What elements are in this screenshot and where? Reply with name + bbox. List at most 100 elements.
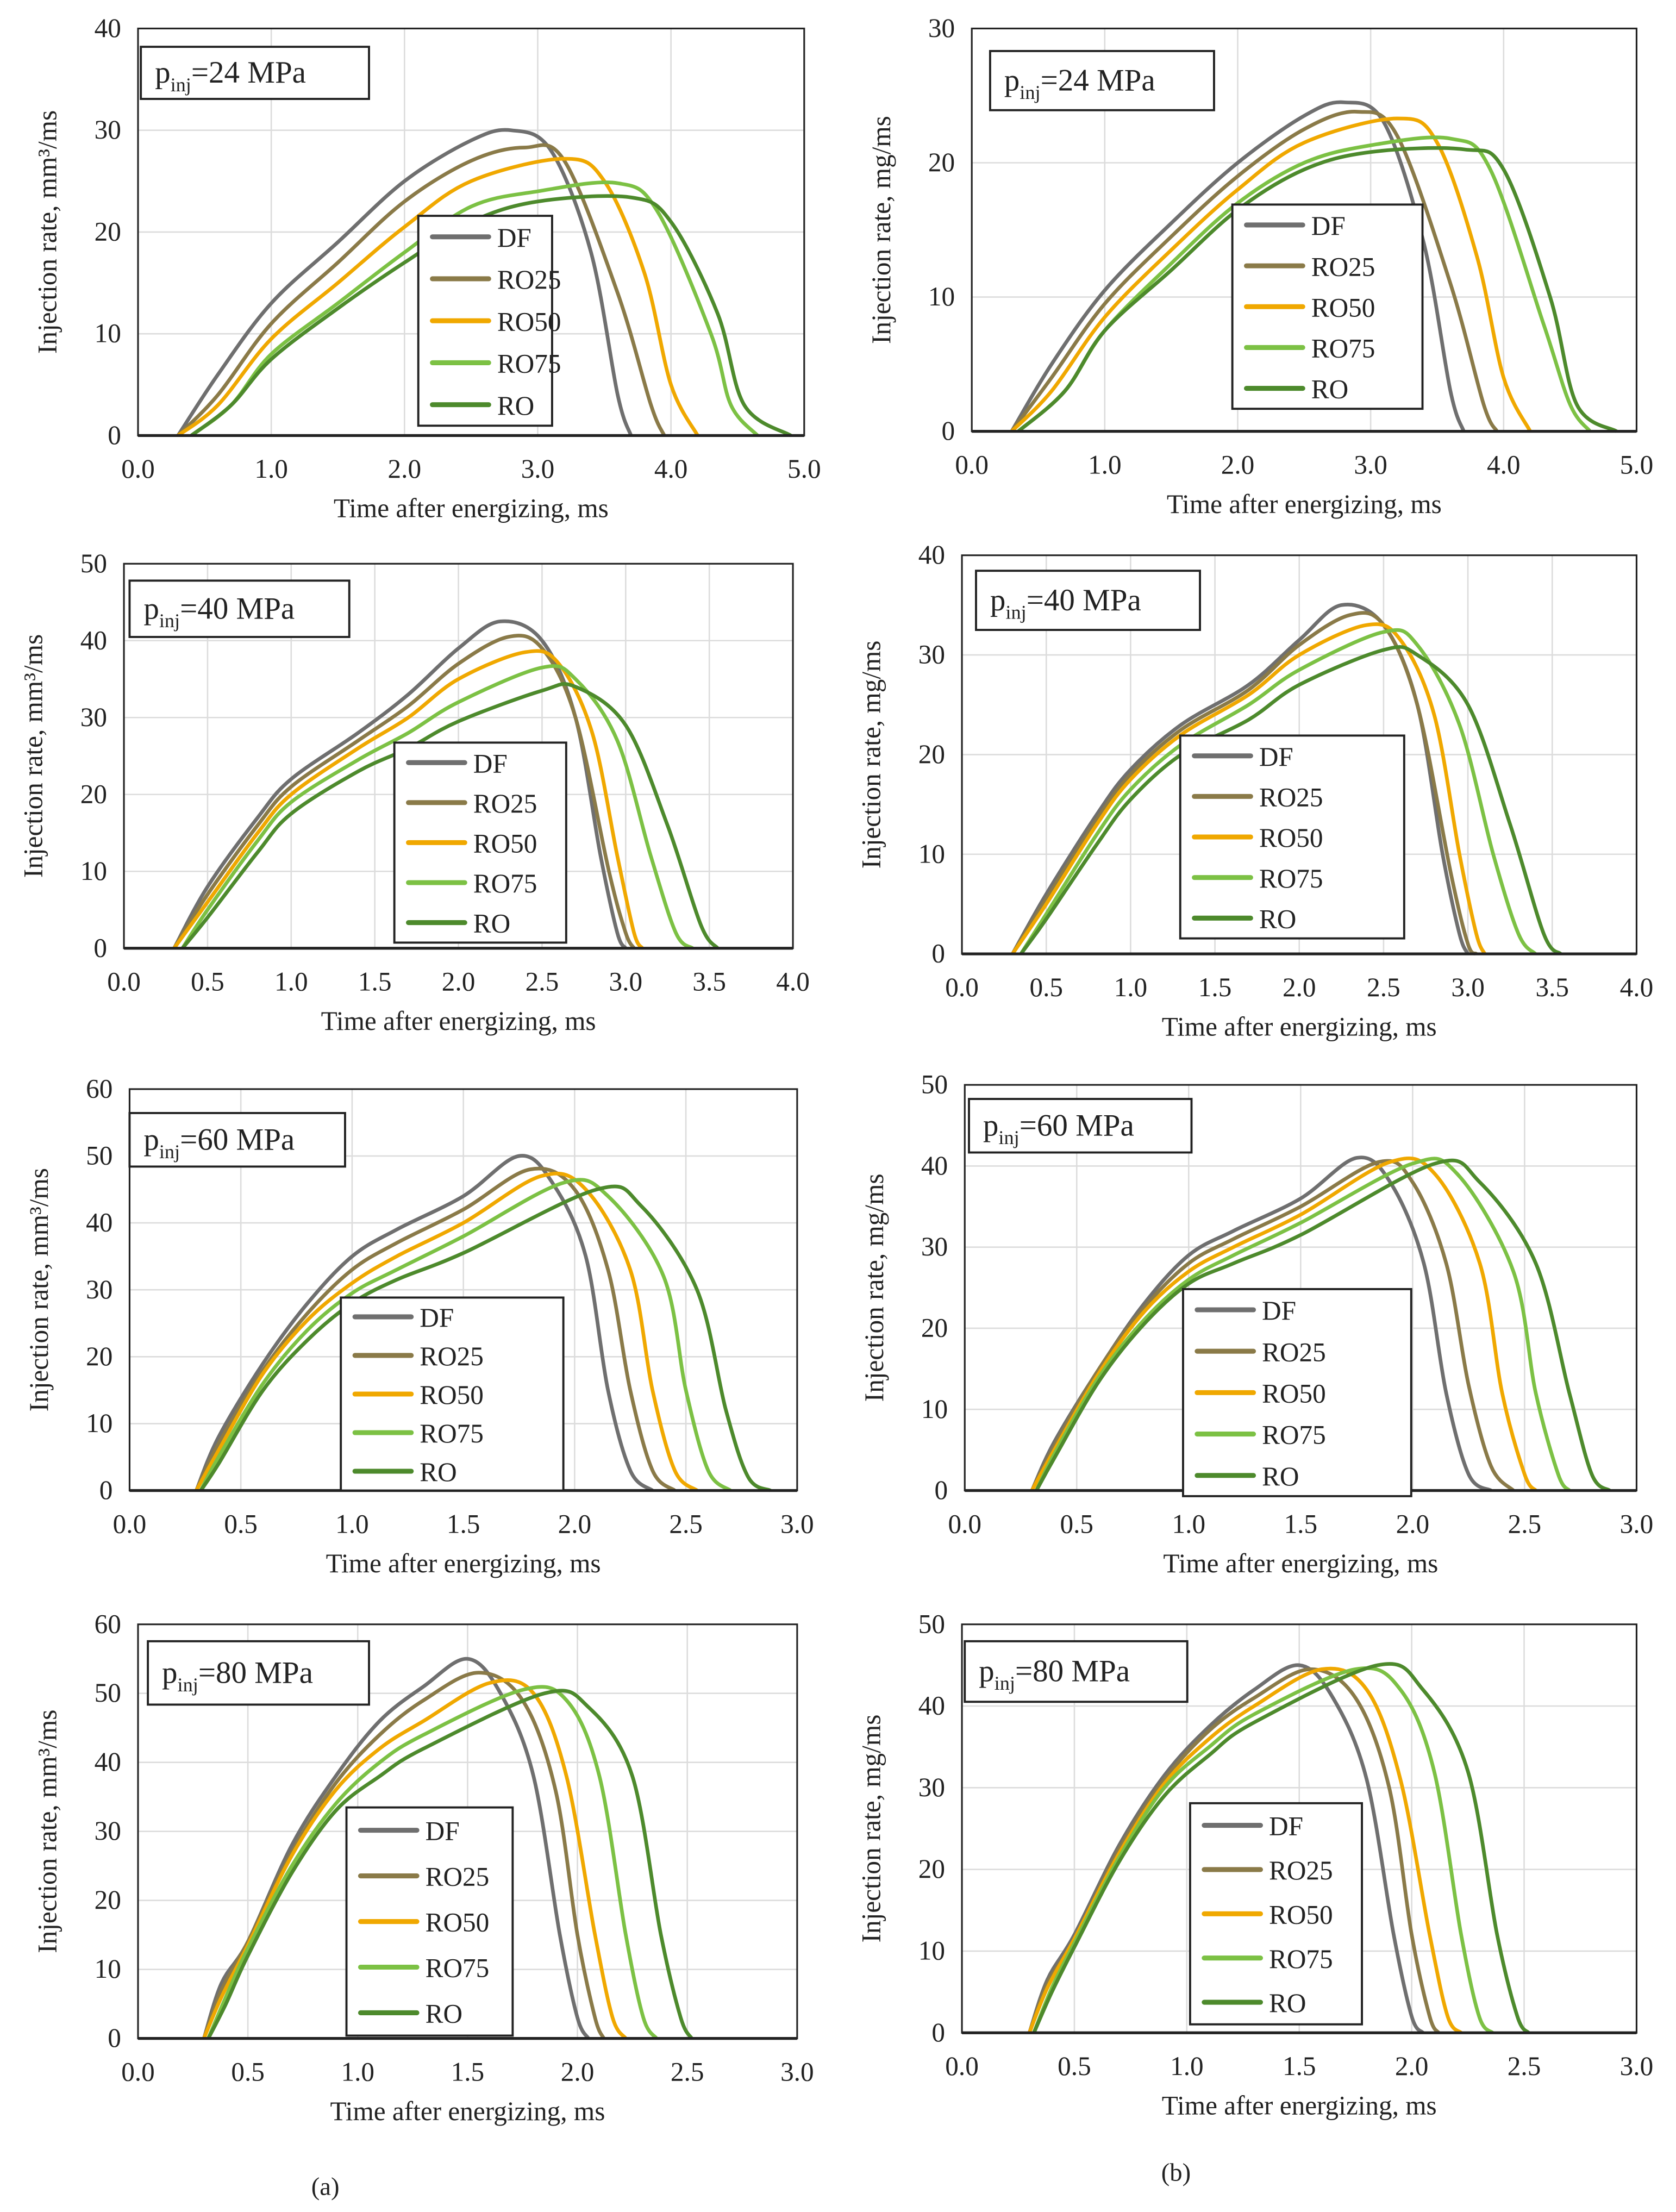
y-tick-label: 10 xyxy=(86,1408,112,1438)
series-line-ro xyxy=(190,194,792,438)
x-tick-label: 1.0 xyxy=(341,2057,374,2086)
legend-label: RO75 xyxy=(426,1953,490,1983)
series-line-ro xyxy=(199,1184,772,1492)
x-axis-title: Time after energizing, ms xyxy=(1162,1011,1437,1041)
y-tick-label: 40 xyxy=(95,13,121,43)
caption-b: (b) xyxy=(1161,2158,1191,2186)
legend-label: RO75 xyxy=(497,349,561,379)
legend-label: DF xyxy=(473,748,508,778)
y-tick-label: 0 xyxy=(941,416,955,446)
series-line-ro75 xyxy=(180,664,694,950)
y-tick-label: 30 xyxy=(921,1232,948,1261)
y-tick-label: 10 xyxy=(95,1954,121,1984)
legend-label: RO50 xyxy=(420,1380,484,1410)
pressure-label-box xyxy=(964,1640,1189,1703)
x-tick-label: 2.5 xyxy=(671,2057,704,2086)
y-tick-label: 40 xyxy=(918,540,945,570)
y-axis-title: Injection rate, mg/ms xyxy=(859,1173,889,1402)
y-tick-label: 20 xyxy=(95,216,121,246)
legend-label: RO75 xyxy=(420,1419,484,1448)
series-line-ro50 xyxy=(195,1171,698,1492)
x-tick-label: 0.0 xyxy=(945,972,979,1002)
x-axis-title: Time after energizing, ms xyxy=(1163,1548,1438,1578)
chart-5: 0.0 0.5 1.0 1.5 2.0 2.5 3.0 0 10 20 30 40 50 60 Time a… xyxy=(24,1073,814,1578)
y-tick-label: 0 xyxy=(99,1475,113,1505)
x-tick-label: 1.0 xyxy=(1172,1509,1206,1539)
series-line-ro xyxy=(1032,1662,1530,2034)
series-line-ro50 xyxy=(172,649,645,949)
series-line-ro25 xyxy=(1010,110,1499,433)
x-tick-label: 3.0 xyxy=(780,2057,814,2086)
series-line-ro xyxy=(181,682,720,950)
legend-label: RO50 xyxy=(1262,1379,1326,1409)
y-axis-title: Injection rate, mm³/ms xyxy=(33,110,62,354)
legend-label: RO xyxy=(1262,1461,1299,1491)
x-tick-label: 2.0 xyxy=(1395,2051,1429,2081)
series-line-ro75 xyxy=(190,180,759,438)
x-tick-label: 3.0 xyxy=(1620,2051,1654,2081)
x-tick-label: 2.0 xyxy=(558,1509,592,1539)
series-line-df xyxy=(1010,100,1466,433)
pressure-label: pinj=24 MPa xyxy=(1004,63,1155,103)
x-tick-label: 3.0 xyxy=(1620,1509,1654,1539)
x-tick-label: 0.0 xyxy=(107,966,141,996)
legend-label: RO xyxy=(1311,374,1348,404)
legend-label: RO xyxy=(1269,1988,1306,2018)
y-tick-label: 0 xyxy=(931,2017,945,2047)
legend-label: RO75 xyxy=(473,868,537,898)
y-tick-label: 40 xyxy=(80,625,107,655)
x-axis-title: Time after energizing, ms xyxy=(334,493,609,523)
y-tick-label: 30 xyxy=(918,640,945,670)
legend-label: RO25 xyxy=(426,1862,490,1892)
y-tick-label: 50 xyxy=(86,1141,112,1171)
y-tick-label: 20 xyxy=(86,1341,112,1371)
legend: DF RO25 RO50 RO75 RO xyxy=(1181,1288,1412,1497)
x-tick-label: 0.5 xyxy=(1060,1509,1094,1539)
legend-label: RO50 xyxy=(1269,1899,1333,1929)
pressure-label-box xyxy=(975,570,1201,631)
series-line-ro50 xyxy=(1011,622,1487,955)
pressure-label: pinj=40 MPa xyxy=(990,583,1141,623)
legend-label: RO75 xyxy=(1262,1420,1326,1450)
series-line-ro25 xyxy=(195,1166,676,1492)
y-tick-label: 10 xyxy=(928,282,955,311)
x-tick-label: 2.0 xyxy=(442,966,476,996)
x-tick-label: 3.0 xyxy=(1451,972,1485,1002)
y-tick-label: 0 xyxy=(108,420,121,450)
x-tick-label: 0.0 xyxy=(113,1509,147,1539)
x-tick-label: 3.0 xyxy=(609,966,643,996)
y-axis-title: Injection rate, mg/ms xyxy=(866,116,896,344)
x-tick-label: 4.0 xyxy=(1620,972,1654,1002)
series-line-ro50 xyxy=(1010,116,1532,433)
series-line-df xyxy=(195,1154,654,1492)
series-line-ro75 xyxy=(199,1178,732,1492)
y-tick-label: 10 xyxy=(95,318,121,348)
legend-label: RO50 xyxy=(1311,292,1375,322)
legend-label: RO25 xyxy=(497,265,561,295)
x-axis-title: Time after energizing, ms xyxy=(321,1006,596,1036)
x-tick-label: 0.5 xyxy=(1029,972,1063,1002)
y-tick-label: 60 xyxy=(95,1609,121,1639)
pressure-label-box xyxy=(147,1640,370,1706)
x-tick-label: 0.0 xyxy=(945,2051,979,2081)
y-tick-label: 40 xyxy=(921,1151,948,1180)
y-tick-label: 60 xyxy=(86,1073,112,1103)
x-tick-label: 1.0 xyxy=(335,1509,369,1539)
x-tick-label: 3.5 xyxy=(1535,972,1569,1002)
y-tick-label: 10 xyxy=(918,1936,945,1966)
series-line-df xyxy=(172,619,628,949)
y-tick-label: 20 xyxy=(928,147,955,177)
x-tick-label: 1.5 xyxy=(1284,1509,1318,1539)
x-tick-label: 2.0 xyxy=(1221,449,1255,479)
legend: DF RO25 RO50 RO75 RO xyxy=(340,1296,565,1492)
x-tick-label: 1.5 xyxy=(451,2057,485,2086)
legend: DF RO25 RO50 RO75 RO xyxy=(1179,734,1405,940)
x-tick-label: 3.0 xyxy=(780,1509,814,1539)
pressure-label: pinj=80 MPa xyxy=(162,1655,313,1696)
series-line-ro75 xyxy=(207,1685,658,2040)
x-tick-label: 1.0 xyxy=(1170,2051,1204,2081)
legend-label: DF xyxy=(1259,742,1293,772)
pressure-label: pinj=80 MPa xyxy=(979,1654,1130,1695)
series-line-ro25 xyxy=(1011,611,1478,955)
y-tick-label: 20 xyxy=(918,1854,945,1884)
